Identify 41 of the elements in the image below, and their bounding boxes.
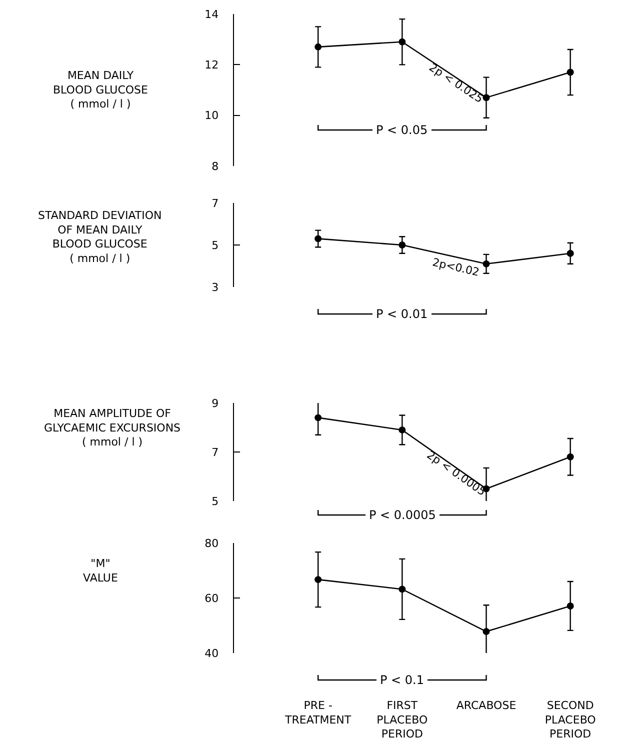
x-tick-label: FIRST PLACEBO PERIOD (376, 699, 428, 741)
y-tick-label: 40 (204, 646, 219, 660)
x-tick-label: ARCABOSE (456, 699, 516, 712)
text: P < 0.0005 (369, 508, 436, 522)
point (482, 260, 490, 268)
y-tick-label: 7 (212, 196, 219, 210)
point (566, 68, 574, 76)
annotation: 2p<0.02 (431, 256, 481, 279)
y-tick-label: 5 (212, 238, 219, 252)
y-axis-title: MEAN DAILY BLOOD GLUCOSE ( mmol / l ) (53, 69, 148, 111)
y-tick-label: 80 (204, 536, 219, 550)
y-tick-label: 60 (204, 592, 219, 605)
point (314, 576, 322, 584)
point (398, 242, 406, 248)
point (314, 414, 322, 422)
y-tick-label: 14 (204, 8, 219, 21)
point (398, 426, 406, 434)
point (482, 628, 490, 636)
x-tick-label: PRE - TREATMENT (284, 699, 352, 726)
y-tick-label: 3 (212, 280, 219, 294)
y-axis-title: "M" VALUE (83, 557, 118, 584)
point (398, 38, 406, 46)
y-tick-label: 12 (204, 58, 219, 72)
y-tick-label: 5 (212, 494, 219, 508)
y-tick-label: 10 (204, 109, 219, 122)
y-tick-label: 7 (212, 446, 219, 459)
x-tick-label: SECOND PLACEBO PERIOD (544, 699, 596, 741)
point (566, 250, 574, 257)
y-axis-title: STANDARD DEVIATION OF MEAN DAILY BLOOD GLUCOSE ( mmol / l ) (38, 209, 162, 265)
point (398, 586, 406, 593)
point (566, 453, 574, 460)
point (314, 43, 322, 50)
point (566, 602, 574, 610)
text: P < 0.01 (376, 307, 428, 321)
point (314, 235, 322, 242)
point (482, 94, 490, 102)
annotation: P < 0.05 (376, 123, 428, 137)
y-tick-label: 8 (212, 160, 219, 173)
y-axis-title: MEAN AMPLITUDE OF GLYCAEMIC EXCURSIONS ( mmol / l ) (44, 407, 181, 449)
text: P < 0.1 (380, 673, 424, 687)
y-tick-label: 9 (212, 396, 219, 410)
